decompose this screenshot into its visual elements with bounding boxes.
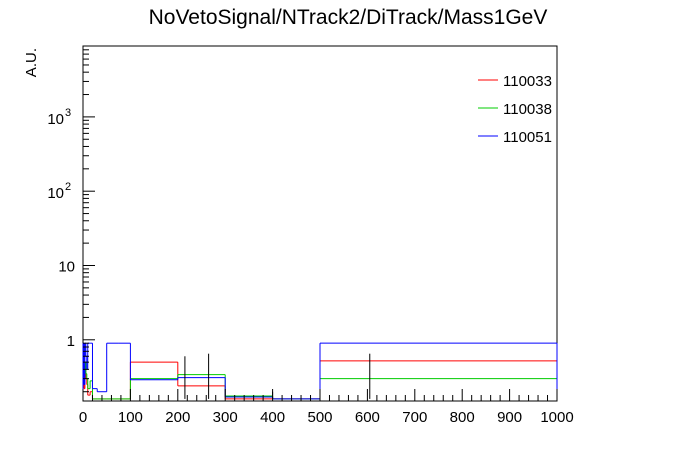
y-tick-label: 10	[47, 111, 64, 128]
x-tick-label: 600	[355, 409, 380, 426]
x-tick-label: 700	[402, 409, 427, 426]
x-tick-label: 500	[307, 409, 332, 426]
x-tick-label: 900	[497, 409, 522, 426]
x-axis: 0 100 200 300 400 500 600 700 800 900 1000	[79, 389, 574, 426]
x-tick-label: 1000	[540, 409, 573, 426]
legend-label-110051: 110051	[503, 129, 552, 146]
x-tick-label: 400	[260, 409, 285, 426]
legend-label-110038: 110038	[503, 101, 552, 118]
y-tick-exponent: 2	[65, 181, 71, 193]
y-axis-label: A.U.	[23, 48, 40, 77]
y-tick-exponent: 3	[65, 107, 71, 119]
legend: 110033 110038 110051	[478, 73, 552, 146]
y-tick-label: 1	[67, 333, 75, 350]
x-tick-label: 800	[450, 409, 475, 426]
y-tick-label: 10	[58, 258, 75, 275]
x-tick-label: 100	[118, 409, 143, 426]
chart-title: NoVetoSignal/NTrack2/DiTrack/Mass1GeV	[149, 6, 548, 29]
x-tick-label: 200	[165, 409, 190, 426]
x-tick-label: 300	[213, 409, 238, 426]
legend-label-110033: 110033	[503, 73, 552, 90]
y-tick-label: 10	[47, 185, 64, 202]
x-tick-label: 0	[79, 409, 87, 426]
